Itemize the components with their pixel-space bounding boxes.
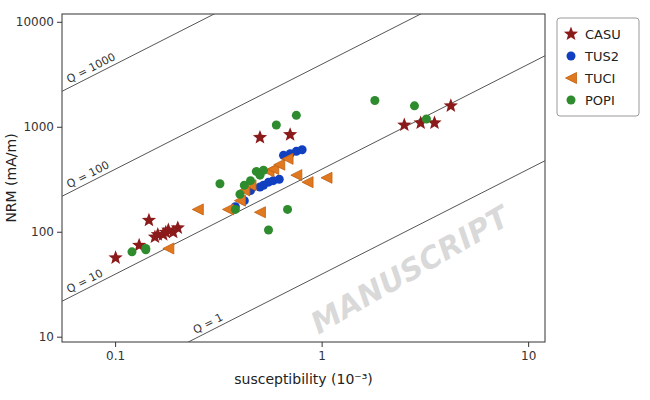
point [163, 243, 174, 254]
legend-marker [567, 52, 576, 61]
point [321, 172, 332, 183]
q-line [62, 14, 545, 91]
q-line-label: Q = 10 [65, 267, 106, 296]
legend-label: TUCI [584, 71, 615, 86]
x-tick [115, 342, 116, 347]
point [272, 121, 281, 130]
watermark: MANUSCRIPT [304, 198, 517, 341]
point [410, 101, 419, 110]
legend-label: TUS2 [584, 49, 619, 64]
point [292, 111, 301, 120]
plot-frame [62, 14, 545, 342]
background [0, 0, 650, 400]
legend-marker [564, 27, 578, 41]
y-tick [57, 232, 62, 233]
x-axis-label: susceptibility (10⁻³) [234, 371, 373, 387]
point [246, 176, 255, 185]
legend-marker [567, 96, 576, 105]
q-line-label: Q = 1 [191, 311, 225, 337]
legend: CASU TUS2 TUCI POPI [557, 18, 639, 116]
point [215, 179, 224, 188]
q-line-label: Q = 1000 [65, 50, 118, 86]
point [142, 213, 156, 227]
x-tick-label: 0.1 [106, 349, 125, 363]
point [397, 118, 411, 132]
point [274, 159, 285, 170]
point [254, 207, 265, 218]
point [283, 127, 297, 141]
q-line [62, 14, 545, 196]
y-tick [57, 337, 62, 338]
point [283, 205, 292, 214]
q-line-label: Q = 100 [65, 159, 112, 191]
point [192, 204, 203, 215]
series-tus2 [231, 145, 307, 211]
point [141, 244, 150, 253]
point [108, 250, 122, 264]
y-tick-label: 10 [39, 330, 54, 344]
legend-frame [557, 18, 639, 116]
legend-label: POPI [585, 93, 615, 108]
point [235, 190, 244, 199]
x-tick-label: 1 [318, 349, 326, 363]
point [259, 166, 268, 175]
y-tick [57, 22, 62, 23]
q-line [62, 161, 545, 342]
point [171, 220, 185, 234]
y-tick-label: 1000 [23, 120, 54, 134]
chart: 0.1 1 10 10 100 1000 10000 susceptibility (10⁻³… [0, 0, 650, 400]
y-tick [57, 127, 62, 128]
legend-label: CASU [585, 27, 621, 42]
legend-marker [566, 73, 577, 84]
y-axis-label: NRM (mA/m) [3, 133, 19, 222]
x-tick-label: 10 [521, 349, 536, 363]
series-casu [108, 98, 457, 264]
point [370, 96, 379, 105]
plot-area [62, 14, 545, 342]
point [127, 247, 136, 256]
series-tuci [163, 153, 332, 254]
point [291, 170, 302, 181]
point [444, 98, 458, 112]
y-tick-label: 100 [31, 225, 54, 239]
point [264, 226, 273, 235]
point [253, 130, 267, 144]
point [275, 175, 284, 184]
q-line [62, 56, 545, 301]
point [231, 205, 240, 214]
point [302, 177, 313, 188]
series-popi [127, 96, 430, 256]
point [422, 114, 431, 123]
point [298, 145, 307, 154]
y-tick-label: 10000 [16, 15, 54, 29]
x-tick [322, 342, 323, 347]
x-tick [528, 342, 529, 347]
point [282, 153, 293, 164]
